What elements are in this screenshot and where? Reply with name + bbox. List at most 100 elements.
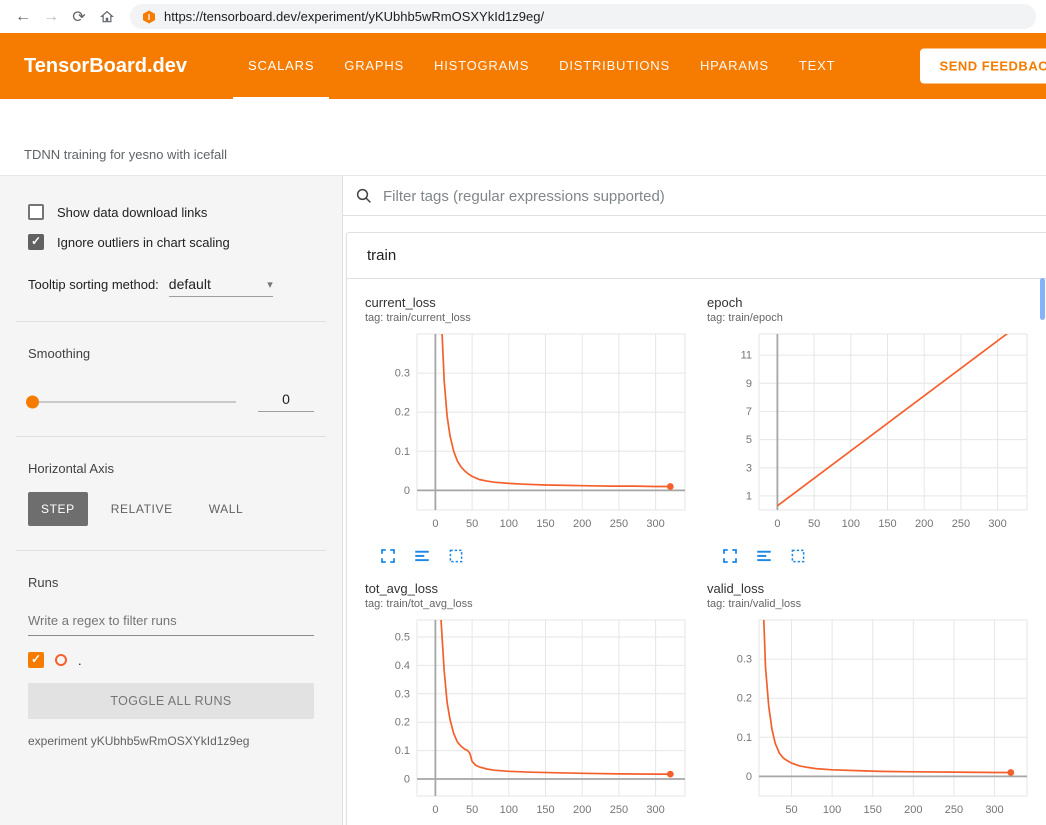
- svg-text:150: 150: [536, 804, 554, 816]
- svg-text:300: 300: [985, 804, 1003, 816]
- svg-text:100: 100: [500, 804, 518, 816]
- chart-subtitle: tag: train/epoch: [707, 312, 1039, 324]
- horizontal-axis-label: Horizontal Axis: [28, 461, 314, 476]
- svg-text:200: 200: [915, 518, 933, 530]
- axis-button-relative[interactable]: RELATIVE: [98, 492, 186, 526]
- axis-button-wall[interactable]: WALL: [196, 492, 257, 526]
- screen: ← → ⟳ https://tensorboard.dev/experiment…: [0, 0, 1046, 825]
- scalar-chart[interactable]: 1357911050100150200250300: [707, 328, 1039, 542]
- back-icon[interactable]: ←: [10, 4, 36, 30]
- toggle-y-axis-icon[interactable]: [413, 547, 431, 565]
- svg-text:7: 7: [746, 406, 752, 418]
- experiment-description: TDNN training for yesno with icefall: [24, 147, 227, 162]
- svg-text:250: 250: [610, 804, 628, 816]
- axis-button-step[interactable]: STEP: [28, 492, 88, 526]
- run-color-swatch: [55, 654, 67, 666]
- tooltip-sorting-select[interactable]: default ▾: [169, 276, 273, 297]
- chart-card: current_loss tag: train/current_loss 00.…: [365, 295, 697, 565]
- home-icon[interactable]: [94, 4, 120, 30]
- svg-text:50: 50: [785, 804, 797, 816]
- charts-grid: current_loss tag: train/current_loss 00.…: [347, 279, 1046, 825]
- svg-text:0.1: 0.1: [395, 446, 410, 458]
- forward-icon[interactable]: →: [38, 4, 64, 30]
- chart-title: tot_avg_loss: [365, 581, 697, 596]
- subheader: TDNN training for yesno with icefall: [0, 99, 1046, 176]
- fit-domain-icon[interactable]: [789, 547, 807, 565]
- browser-toolbar: ← → ⟳ https://tensorboard.dev/experiment…: [0, 0, 1046, 33]
- tab-histograms[interactable]: HISTOGRAMS: [419, 33, 544, 99]
- fit-domain-icon[interactable]: [447, 547, 465, 565]
- svg-text:0.3: 0.3: [737, 654, 752, 666]
- show-download-links-checkbox[interactable]: [28, 204, 44, 220]
- refresh-icon[interactable]: ⟳: [66, 4, 92, 30]
- smoothing-slider[interactable]: [28, 401, 236, 403]
- divider: [16, 550, 326, 551]
- chart-toolbar: [379, 547, 697, 565]
- axis-buttons: STEP RELATIVE WALL: [28, 492, 314, 526]
- tab-hparams[interactable]: HPARAMS: [685, 33, 784, 99]
- svg-text:200: 200: [573, 518, 591, 530]
- svg-text:3: 3: [746, 462, 752, 474]
- svg-text:0: 0: [404, 485, 410, 497]
- chart-subtitle: tag: train/current_loss: [365, 312, 697, 324]
- app-logo: TensorBoard.dev: [24, 55, 187, 78]
- scalar-chart[interactable]: 00.10.20.30.40.5050100150200250300: [365, 614, 697, 825]
- tooltip-sorting-value: default: [169, 276, 211, 292]
- tab-graphs[interactable]: GRAPHS: [329, 33, 419, 99]
- tab-scalars[interactable]: SCALARS: [233, 33, 329, 99]
- app-header: TensorBoard.dev SCALARSGRAPHSHISTOGRAMSD…: [0, 33, 1046, 99]
- svg-text:50: 50: [466, 518, 478, 530]
- experiment-name: experiment yKUbhb5wRmOSXYkId1z9eg: [28, 734, 314, 748]
- chart-card: epoch tag: train/epoch 13579110501001502…: [707, 295, 1039, 565]
- toggle-y-axis-icon[interactable]: [755, 547, 773, 565]
- run-name: .: [78, 653, 82, 668]
- svg-text:0.5: 0.5: [395, 632, 410, 644]
- svg-text:250: 250: [610, 518, 628, 530]
- smoothing-slider-thumb[interactable]: [26, 395, 39, 408]
- ignore-outliers-label: Ignore outliers in chart scaling: [57, 235, 230, 250]
- svg-text:200: 200: [573, 804, 591, 816]
- tab-distributions[interactable]: DISTRIBUTIONS: [544, 33, 685, 99]
- run-row[interactable]: .: [28, 652, 314, 668]
- tab-text[interactable]: TEXT: [784, 33, 850, 99]
- main-panel: train current_loss tag: train/current_lo…: [343, 176, 1046, 825]
- ignore-outliers-row: Ignore outliers in chart scaling: [28, 234, 314, 250]
- chart-card: tot_avg_loss tag: train/tot_avg_loss 0 0.…: [365, 581, 697, 825]
- show-download-links-row: Show data download links: [28, 204, 314, 220]
- address-bar[interactable]: https://tensorboard.dev/experiment/yKUbh…: [130, 4, 1036, 29]
- tag-filter-input[interactable]: [383, 188, 1034, 205]
- runs-filter-input[interactable]: [28, 606, 314, 636]
- chart-title: epoch: [707, 295, 1039, 310]
- svg-text:150: 150: [878, 518, 896, 530]
- scalar-chart[interactable]: 00.10.20.3050100150200250300: [365, 328, 697, 542]
- ignore-outliers-checkbox[interactable]: [28, 234, 44, 250]
- fullscreen-icon[interactable]: [379, 547, 397, 565]
- chart-title: valid_loss: [707, 581, 1039, 596]
- svg-text:250: 250: [945, 804, 963, 816]
- scalar-chart[interactable]: 00.10.20.350100150200250300: [707, 614, 1039, 825]
- svg-text:50: 50: [808, 518, 820, 530]
- run-checkbox[interactable]: [28, 652, 44, 668]
- send-feedback-button[interactable]: SEND FEEDBACK: [920, 49, 1046, 84]
- tag-filter-row: [343, 176, 1046, 216]
- tooltip-sorting-label: Tooltip sorting method:: [28, 277, 159, 292]
- svg-text:100: 100: [842, 518, 860, 530]
- fullscreen-icon[interactable]: [721, 547, 739, 565]
- svg-text:300: 300: [646, 518, 664, 530]
- smoothing-row: 0: [28, 391, 314, 412]
- svg-text:9: 9: [746, 378, 752, 390]
- svg-text:0: 0: [404, 774, 410, 786]
- chart-subtitle: tag: train/valid_loss: [707, 598, 1039, 610]
- svg-text:0: 0: [432, 518, 438, 530]
- chart-toolbar: [721, 547, 1039, 565]
- tag-group-header[interactable]: train: [347, 233, 1046, 279]
- tensorboard-favicon: [142, 10, 156, 24]
- chart-subtitle: tag: train/tot_avg_loss: [365, 598, 697, 610]
- nav-tabs: SCALARSGRAPHSHISTOGRAMSDISTRIBUTIONSHPAR…: [233, 33, 850, 99]
- smoothing-value[interactable]: 0: [258, 391, 314, 412]
- svg-text:0.1: 0.1: [395, 745, 410, 757]
- svg-text:0.3: 0.3: [395, 688, 410, 700]
- scrollbar-thumb[interactable]: [1040, 278, 1045, 320]
- svg-text:0.2: 0.2: [395, 717, 410, 729]
- toggle-all-runs-button[interactable]: TOGGLE ALL RUNS: [28, 683, 314, 719]
